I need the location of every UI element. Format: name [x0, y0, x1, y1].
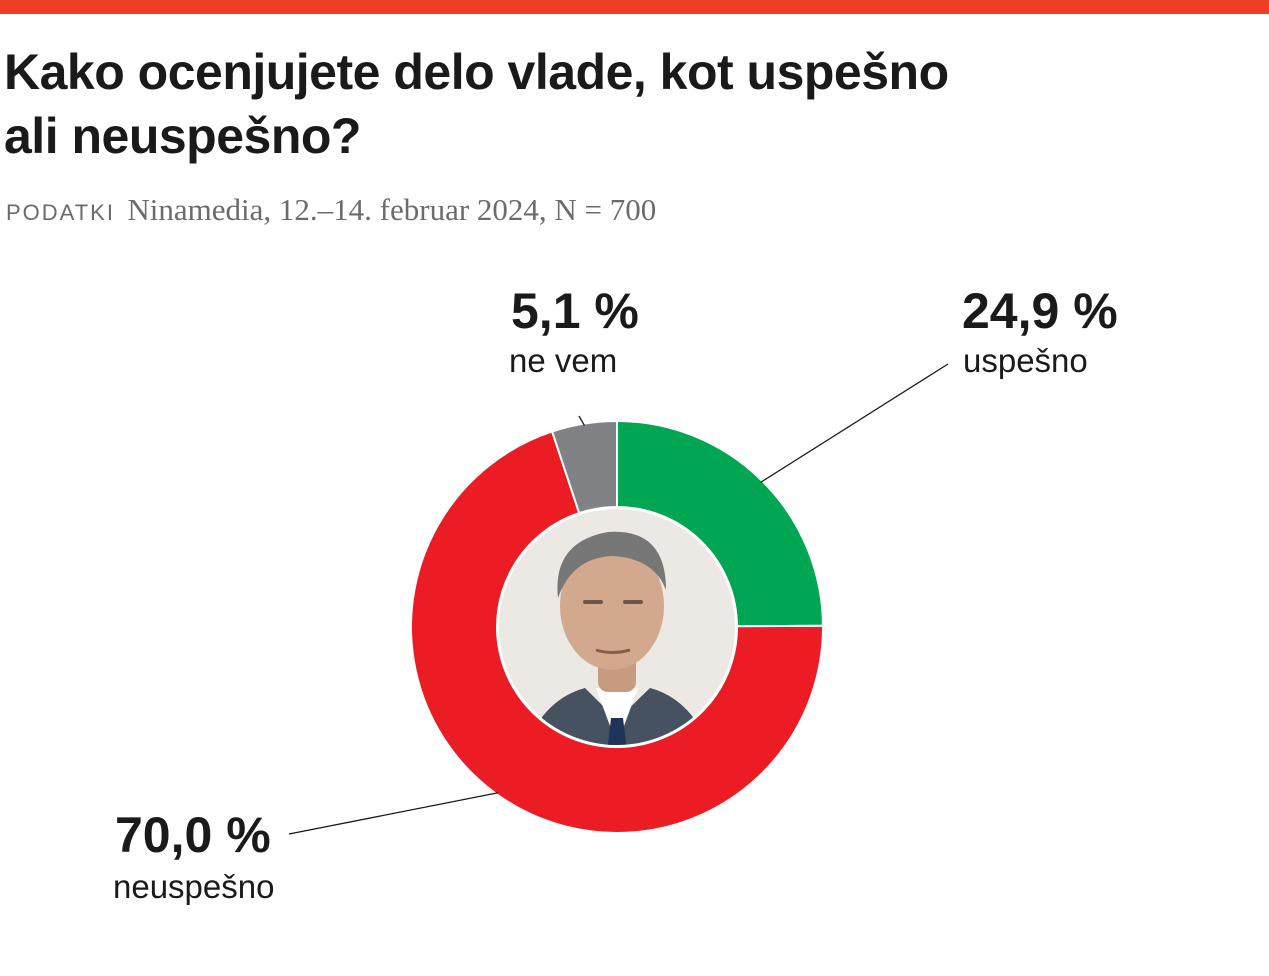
- label-uspesno: 24,9 % uspešno: [962, 283, 1118, 379]
- label-neuspesno-name: neuspešno: [113, 868, 274, 905]
- leader-line-1: [288, 792, 499, 835]
- label-ne-vem-value: 5,1 %: [511, 283, 639, 339]
- title-line-1: Kako ocenjujete delo vlade, kot uspešno: [4, 44, 949, 100]
- slice-2: [550, 419, 618, 515]
- label-uspesno-name: uspešno: [963, 342, 1088, 379]
- leader-line-0: [760, 363, 949, 483]
- source-text: Ninamedia, 12.–14. februar 2024, N = 700: [127, 192, 657, 227]
- leader-lines: [288, 363, 949, 835]
- slice-0: [616, 419, 825, 628]
- slice-labels: 5,1 % ne vem 24,9 % uspešno 70,0 % neusp…: [113, 283, 1118, 905]
- leader-line-2: [578, 415, 586, 426]
- label-uspesno-value: 24,9 %: [962, 283, 1118, 339]
- label-ne-vem-name: ne vem: [509, 342, 617, 379]
- label-neuspesno-value: 70,0 %: [115, 807, 271, 863]
- slice-1: [410, 430, 824, 834]
- label-neuspesno: 70,0 % neuspešno: [113, 807, 274, 905]
- source-line: PODATKI Ninamedia, 12.–14. februar 2024,…: [6, 192, 656, 228]
- donut-slices: [410, 419, 825, 834]
- title-line-2: ali neuspešno?: [4, 108, 361, 164]
- top-accent-bar: [0, 0, 1269, 14]
- chart-title: Kako ocenjujete delo vlade, kot uspešno …: [4, 40, 1104, 168]
- source-label: PODATKI: [6, 200, 115, 225]
- label-ne-vem: 5,1 % ne vem: [509, 283, 639, 379]
